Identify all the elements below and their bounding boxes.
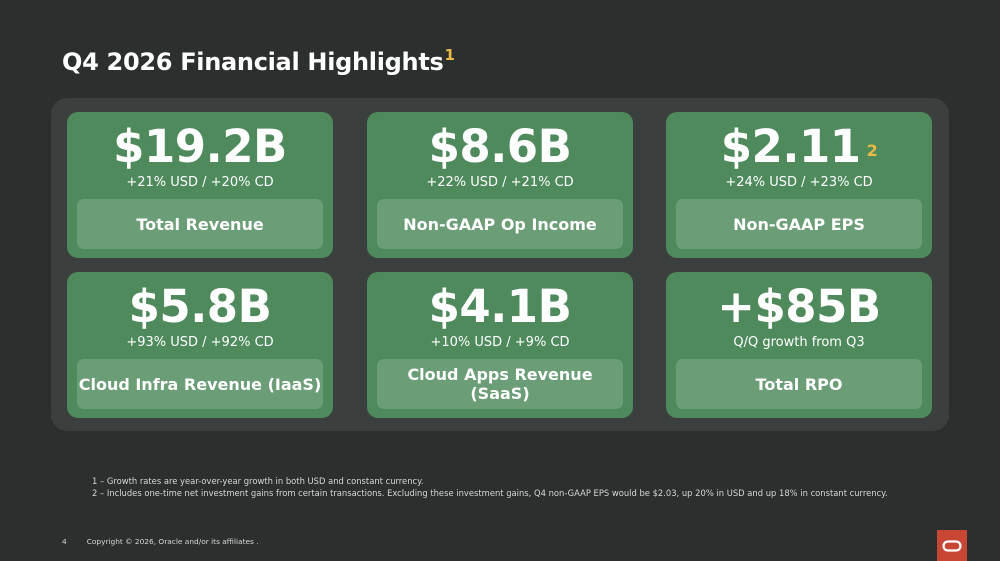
card-growth: +22% USD / +21% CD xyxy=(426,175,574,190)
card-metric-value: $4.1B xyxy=(428,280,572,333)
card-growth: +21% USD / +20% CD xyxy=(126,175,274,190)
card-metric-value: $19.2B xyxy=(113,120,287,173)
card-metric-value: $5.8B xyxy=(128,280,272,333)
card-metric: $5.8B xyxy=(67,280,333,334)
card-metric: $4.1B xyxy=(367,280,633,334)
card-label: Cloud Infra Revenue (IaaS) xyxy=(77,359,323,409)
footnote-1: 1 – Growth rates are year-over-year grow… xyxy=(92,476,424,486)
highlights-panel: $19.2B +21% USD / +20% CD Total Revenue … xyxy=(51,98,949,431)
card-cloud-infra-revenue: $5.8B +93% USD / +92% CD Cloud Infra Rev… xyxy=(67,272,333,418)
page-number: 4 xyxy=(62,537,67,546)
card-metric: $19.2B xyxy=(67,120,333,174)
card-metric-value: $2.11 xyxy=(720,120,861,173)
card-non-gaap-eps: $2.11 2 +24% USD / +23% CD Non-GAAP EPS xyxy=(666,112,932,258)
oracle-logo-icon xyxy=(937,530,967,561)
card-total-rpo: +$85B Q/Q growth from Q3 Total RPO xyxy=(666,272,932,418)
card-metric: $2.11 2 xyxy=(666,120,932,174)
card-metric-value: +$85B xyxy=(717,280,881,333)
footnote-2: 2 – Includes one-time net investment gai… xyxy=(92,487,888,498)
card-metric: $8.6B xyxy=(367,120,633,174)
slide-footer: 4 Copyright © 2026, Oracle and/or its aff… xyxy=(62,537,259,546)
card-cloud-apps-revenue: $4.1B +10% USD / +9% CD Cloud Apps Reven… xyxy=(367,272,633,418)
slide-title-text: Q4 2026 Financial Highlights xyxy=(62,48,444,76)
card-total-revenue: $19.2B +21% USD / +20% CD Total Revenue xyxy=(67,112,333,258)
eps-footnote-marker: 2 xyxy=(866,141,878,160)
card-growth: +10% USD / +9% CD xyxy=(430,335,570,350)
slide-title: Q4 2026 Financial Highlights1 xyxy=(62,46,455,76)
oracle-logo-glyph xyxy=(942,539,962,552)
card-metric: +$85B xyxy=(666,280,932,334)
card-metric-value: $8.6B xyxy=(428,120,572,173)
title-footnote-marker: 1 xyxy=(444,46,455,64)
card-label: Cloud Apps Revenue (SaaS) xyxy=(377,359,623,409)
card-label: Total RPO xyxy=(676,359,922,409)
card-growth: +24% USD / +23% CD xyxy=(725,175,873,190)
card-growth: Q/Q growth from Q3 xyxy=(733,335,865,350)
card-non-gaap-op-income: $8.6B +22% USD / +21% CD Non-GAAP Op Inc… xyxy=(367,112,633,258)
footnotes: 1 – Growth rates are year-over-year grow… xyxy=(92,476,888,499)
card-label: Non-GAAP EPS xyxy=(676,199,922,249)
card-label: Total Revenue xyxy=(77,199,323,249)
card-label: Non-GAAP Op Income xyxy=(377,199,623,249)
card-growth: +93% USD / +92% CD xyxy=(126,335,274,350)
copyright-text: Copyright © 2026, Oracle and/or its affi… xyxy=(86,537,259,546)
